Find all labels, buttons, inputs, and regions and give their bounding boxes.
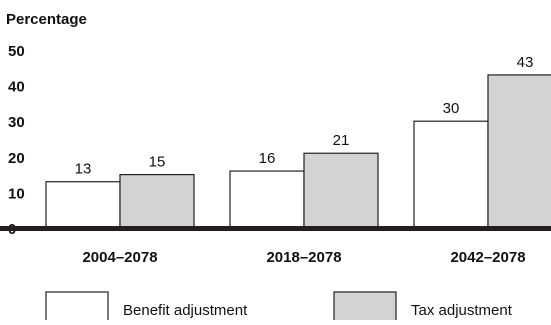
value-label: 16 xyxy=(259,150,276,167)
y-tick-label: 30 xyxy=(8,114,25,131)
y-axis-ticks: 01020304050 xyxy=(8,43,25,238)
legend-label: Tax adjustment xyxy=(411,302,513,319)
y-tick-label: 50 xyxy=(8,43,25,60)
bar xyxy=(229,170,305,229)
y-axis-label: Percentage xyxy=(6,11,87,28)
bar xyxy=(487,74,551,229)
legend-label: Benefit adjustment xyxy=(123,302,248,319)
bar xyxy=(413,120,489,229)
value-label: 15 xyxy=(149,154,166,171)
x-tick-label: 2018–2078 xyxy=(266,249,341,266)
value-label: 13 xyxy=(75,161,92,178)
bars-group xyxy=(45,74,551,229)
x-axis-ticks: 2004–2078 2018–2078 2042–2078 xyxy=(82,249,525,266)
x-axis-line xyxy=(0,226,551,231)
x-tick-label: 2042–2078 xyxy=(450,249,525,266)
y-tick-label: 40 xyxy=(8,79,25,96)
value-label: 30 xyxy=(443,100,460,117)
bar xyxy=(303,152,379,229)
bar xyxy=(45,181,121,229)
y-tick-label: 20 xyxy=(8,150,25,167)
bar xyxy=(119,174,195,229)
x-tick-label: 2004–2078 xyxy=(82,249,157,266)
y-tick-label: 10 xyxy=(8,185,25,202)
legend-swatch xyxy=(45,291,109,325)
value-label: 21 xyxy=(333,132,350,149)
value-label: 43 xyxy=(517,54,534,71)
legend-swatch xyxy=(333,291,397,325)
value-labels-group: 13 16 30 15 21 43 xyxy=(75,54,534,178)
legend: Benefit adjustment Tax adjustment xyxy=(45,291,513,325)
